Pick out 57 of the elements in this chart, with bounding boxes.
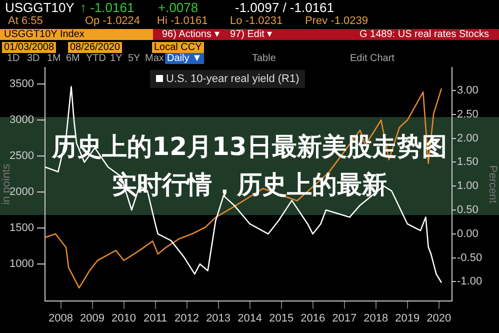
text: 3D bbox=[27, 53, 40, 64]
text: USGGT10Y Index bbox=[2, 29, 86, 40]
x-tick-label: 2016 bbox=[300, 312, 326, 324]
text: 97) Edit ▾ bbox=[228, 29, 274, 40]
y2-tick-label: 3.00 bbox=[457, 84, 478, 97]
text: 01/03/2008 bbox=[2, 42, 56, 53]
text: ↑ -1.0161 bbox=[80, 0, 134, 15]
legend-label: U.S. 10-year real yield (R1) bbox=[165, 73, 300, 85]
text: Max bbox=[145, 53, 164, 64]
text: 1D bbox=[7, 53, 20, 64]
x-tick-label: 2015 bbox=[269, 312, 294, 324]
text: Op -1.0224 bbox=[85, 15, 140, 27]
x-tick-label: 2020 bbox=[426, 312, 452, 324]
x-tick-label: 2014 bbox=[238, 312, 262, 324]
text: Table bbox=[252, 53, 276, 64]
y-tick-label: 3500 bbox=[10, 78, 34, 90]
text: Local CCY bbox=[152, 42, 204, 53]
y-tick-label: 3000 bbox=[10, 114, 34, 126]
text: -1.0097 / -1.0161 bbox=[235, 0, 334, 15]
y2-tick-label: -0.50 bbox=[457, 252, 482, 264]
y2-tick-label: 2.50 bbox=[457, 108, 478, 120]
text: G 1489: US real rates Stocks bbox=[357, 29, 491, 40]
x-tick-label: 2013 bbox=[206, 312, 231, 324]
y2-tick-label: 0.00 bbox=[457, 228, 478, 240]
x-tick-label: 2012 bbox=[174, 312, 200, 324]
y-tick-label: 1500 bbox=[10, 222, 34, 234]
x-tick-label: 2018 bbox=[364, 312, 388, 324]
y-tick-label: 2500 bbox=[10, 150, 34, 162]
text: USGGT10Y bbox=[5, 0, 74, 15]
text: At 6:55 bbox=[8, 15, 43, 27]
text: +.0078 bbox=[158, 0, 198, 15]
y2-axis-title: Percent bbox=[486, 165, 498, 204]
text: 6M bbox=[66, 53, 80, 64]
x-tick-label: 2011 bbox=[143, 312, 168, 324]
x-tick-label: 2008 bbox=[48, 312, 73, 324]
y2-tick-label: -1.00 bbox=[457, 276, 482, 288]
text: Prev -1.0239 bbox=[305, 15, 368, 27]
text: Hi -1.0161 bbox=[157, 15, 208, 27]
y2-tick-label: 0.50 bbox=[457, 204, 478, 216]
text: 1M bbox=[47, 53, 61, 64]
text: Lo -1.0231 bbox=[230, 15, 283, 27]
y-tick-label: 1000 bbox=[10, 258, 34, 270]
x-tick-label: 2019 bbox=[395, 312, 420, 324]
y-tick-label: 2000 bbox=[10, 186, 34, 198]
text: 08/26/2020 bbox=[68, 42, 122, 53]
text: Edit Chart bbox=[350, 53, 394, 64]
text: 96) Actions ▾ bbox=[160, 29, 222, 40]
x-tick-label: 2009 bbox=[80, 312, 105, 324]
y2-tick-label: 2.00 bbox=[457, 132, 478, 144]
y2-tick-label: 1.00 bbox=[457, 180, 478, 192]
x-tick-label: 2017 bbox=[332, 312, 357, 324]
x-tick-label: 2010 bbox=[112, 312, 136, 324]
y2-tick-label: 1.50 bbox=[457, 156, 478, 168]
text: Daily ▼ bbox=[165, 53, 204, 64]
text: 1Y bbox=[110, 53, 122, 64]
text: 5Y bbox=[128, 53, 140, 64]
text: YTD bbox=[86, 53, 106, 64]
